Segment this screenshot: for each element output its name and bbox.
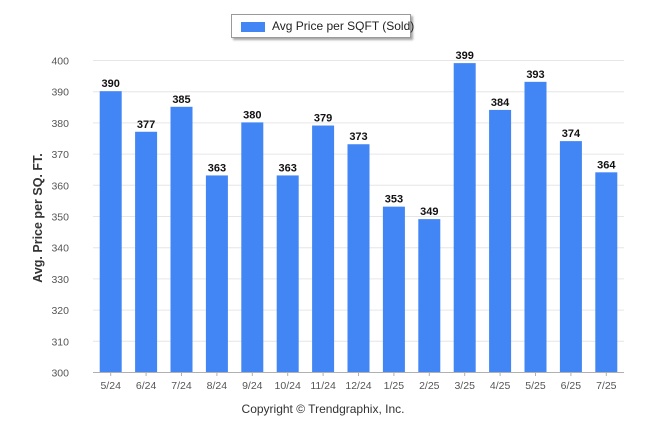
x-tick-label: 12/24: [345, 380, 371, 392]
data-label: 393: [526, 69, 544, 81]
x-tick-label: 10/24: [275, 380, 301, 392]
bar: [382, 206, 405, 372]
bar: [418, 219, 441, 372]
x-tick-label: 5/24: [100, 380, 121, 392]
legend-swatch: [241, 22, 265, 32]
x-tick-label: 1/25: [384, 380, 405, 392]
data-label: 374: [562, 128, 581, 140]
y-tick-label: 310: [51, 336, 69, 348]
data-label: 353: [385, 194, 403, 206]
data-label: 363: [279, 162, 297, 174]
bar: [453, 63, 476, 373]
data-label: 390: [102, 78, 120, 90]
bar: [595, 172, 618, 372]
x-tick-label: 11/24: [310, 380, 336, 392]
y-tick-label: 390: [51, 87, 69, 99]
bar: [489, 109, 512, 373]
y-tick-label: 320: [51, 305, 69, 317]
copyright-text: Copyright © Trendgraphix, Inc.: [241, 402, 405, 416]
y-tick-label: 380: [51, 118, 69, 130]
y-tick-label: 360: [51, 180, 69, 192]
legend: Avg Price per SQFT (Sold): [231, 14, 415, 38]
x-tick-label: 8/24: [207, 380, 228, 392]
y-tick-label: 330: [51, 274, 69, 286]
data-label: 385: [172, 94, 190, 106]
x-tick-label: 5/25: [525, 380, 546, 392]
x-tick-label: 9/24: [242, 380, 263, 392]
y-tick-label: 350: [51, 212, 69, 224]
legend-label: Avg Price per SQFT (Sold): [272, 19, 415, 33]
data-label: 349: [420, 206, 438, 218]
x-tick-label: 4/25: [490, 380, 511, 392]
x-tick-label: 2/25: [419, 380, 440, 392]
bar: [135, 131, 158, 372]
bar: [241, 122, 264, 373]
y-tick-label: 370: [51, 149, 69, 161]
x-tick-label: 7/25: [596, 380, 617, 392]
data-label: 379: [314, 113, 332, 125]
y-tick-label: 400: [51, 56, 69, 68]
data-label: 399: [456, 50, 474, 62]
x-tick-label: 6/24: [136, 380, 157, 392]
y-tick-label: 300: [51, 368, 69, 380]
bar: [559, 141, 582, 372]
bar: [276, 175, 299, 372]
x-tick-label: 3/25: [454, 380, 475, 392]
bar: [170, 106, 193, 373]
data-label: 373: [349, 131, 367, 143]
x-tick-label: 7/24: [171, 380, 192, 392]
data-label: 377: [137, 119, 155, 131]
x-tick-label: 6/25: [561, 380, 582, 392]
bar: [205, 175, 228, 372]
bar: [524, 81, 547, 372]
data-label: 364: [597, 159, 616, 171]
bar: [312, 125, 335, 373]
y-tick-label: 340: [51, 243, 69, 255]
data-label: 384: [491, 97, 510, 109]
bar: [347, 144, 370, 372]
data-label: 363: [208, 162, 226, 174]
bar: [99, 91, 122, 372]
data-label: 380: [243, 109, 261, 121]
